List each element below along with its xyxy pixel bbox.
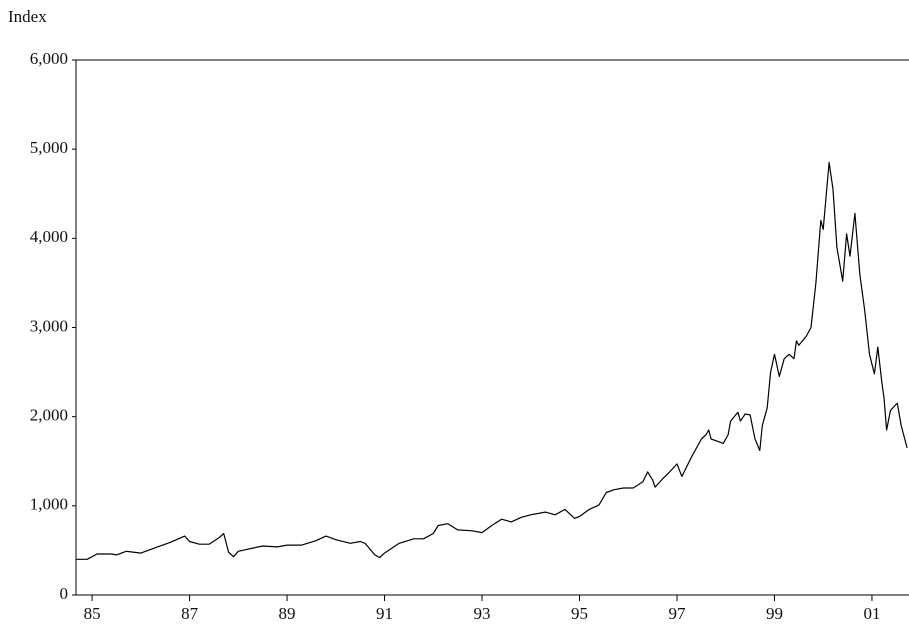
- x-tick-label: 95: [571, 604, 588, 623]
- y-tick-label: 2,000: [30, 406, 68, 425]
- y-tick-label: 1,000: [30, 495, 68, 514]
- y-tick-label: 3,000: [30, 316, 68, 335]
- x-tick-label: 93: [474, 604, 491, 623]
- x-tick-label: 87: [181, 604, 199, 623]
- plot-frame: [75, 59, 909, 596]
- data-line: [76, 161, 908, 560]
- x-tick-label: 01: [863, 604, 880, 623]
- x-tick-label: 97: [668, 604, 686, 623]
- y-tick-label: 0: [60, 584, 69, 603]
- y-tick-label: 5,000: [30, 138, 68, 157]
- x-tick-label: 99: [766, 604, 783, 623]
- x-tick-label: 89: [279, 604, 296, 623]
- x-tick-label: 91: [376, 604, 393, 623]
- x-tick-label: 85: [84, 604, 101, 623]
- y-tick-label: 4,000: [30, 227, 68, 246]
- y-axis-label: Index: [8, 7, 47, 26]
- y-tick-label: 6,000: [30, 49, 68, 68]
